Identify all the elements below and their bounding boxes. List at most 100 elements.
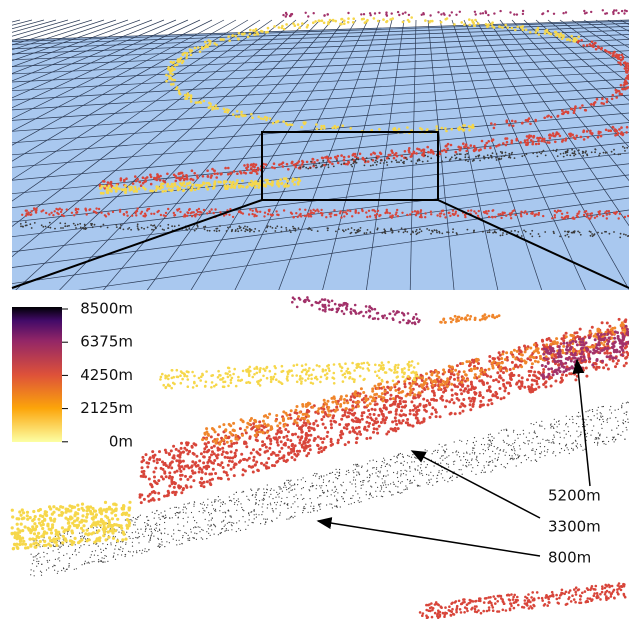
point <box>371 389 375 393</box>
point <box>509 458 511 460</box>
point <box>286 179 289 183</box>
point <box>497 361 501 365</box>
point <box>608 440 610 443</box>
point <box>167 66 170 69</box>
point <box>418 148 421 151</box>
point <box>588 357 592 361</box>
point <box>325 402 329 406</box>
point <box>559 153 562 155</box>
point <box>623 233 625 236</box>
point <box>264 445 268 449</box>
point <box>606 419 608 421</box>
point <box>238 520 240 522</box>
point <box>202 99 206 103</box>
point <box>454 154 456 157</box>
point <box>246 185 249 189</box>
point <box>551 340 555 344</box>
grid-line <box>12 50 629 83</box>
point <box>256 32 260 36</box>
point <box>286 184 290 188</box>
point <box>562 365 566 369</box>
point <box>179 210 182 214</box>
point <box>598 213 601 216</box>
point <box>271 520 273 523</box>
point <box>225 529 227 532</box>
point <box>525 153 528 156</box>
point <box>179 485 183 489</box>
point <box>538 371 542 375</box>
point <box>414 214 418 217</box>
point <box>151 497 155 501</box>
point <box>514 120 517 123</box>
point <box>193 188 197 192</box>
point <box>286 123 289 127</box>
point <box>253 463 257 467</box>
point <box>131 545 134 547</box>
point <box>617 433 619 435</box>
point <box>519 357 523 361</box>
point <box>304 444 308 448</box>
overview-panel <box>12 9 629 290</box>
point <box>160 182 164 186</box>
point <box>221 450 225 454</box>
point <box>350 163 353 166</box>
point <box>473 230 475 232</box>
point <box>149 538 151 540</box>
point <box>283 422 287 426</box>
point <box>343 215 346 218</box>
point <box>62 227 64 229</box>
point <box>216 476 220 480</box>
point <box>553 216 557 219</box>
grid-line <box>409 19 417 290</box>
point <box>281 419 285 423</box>
point <box>509 350 513 354</box>
point <box>326 13 329 16</box>
point <box>79 226 82 229</box>
point <box>412 151 416 155</box>
point <box>173 78 176 82</box>
point <box>33 575 35 577</box>
point <box>618 57 621 61</box>
point <box>391 428 395 432</box>
point <box>276 517 278 519</box>
point <box>420 379 424 382</box>
point <box>619 83 623 87</box>
point <box>447 463 449 465</box>
point <box>430 412 434 416</box>
point <box>562 217 565 220</box>
point <box>492 126 496 130</box>
point <box>473 231 475 234</box>
point <box>147 519 149 521</box>
point <box>97 554 99 557</box>
point <box>334 486 336 488</box>
point <box>301 22 304 25</box>
point <box>198 50 202 53</box>
point <box>149 182 153 186</box>
point <box>431 383 435 387</box>
point <box>184 484 188 488</box>
point <box>564 331 568 335</box>
point <box>394 388 398 392</box>
point <box>34 556 36 558</box>
point <box>385 475 387 477</box>
point <box>357 211 360 215</box>
point <box>542 343 545 347</box>
point <box>224 516 227 518</box>
point <box>552 349 556 353</box>
point <box>402 456 404 458</box>
point <box>149 482 153 486</box>
point <box>448 159 451 162</box>
point <box>611 356 615 360</box>
point <box>513 13 516 16</box>
point <box>393 416 397 420</box>
point <box>141 475 145 478</box>
point <box>258 453 262 457</box>
point <box>487 388 491 392</box>
point <box>273 166 276 170</box>
point <box>208 101 211 105</box>
point <box>562 370 566 374</box>
point <box>202 461 206 465</box>
point <box>197 470 201 474</box>
point <box>182 537 184 539</box>
point <box>380 392 384 396</box>
